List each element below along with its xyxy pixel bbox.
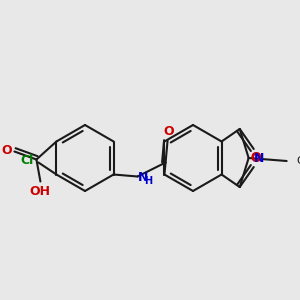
Text: N: N xyxy=(137,171,148,184)
Text: O: O xyxy=(250,152,261,164)
Text: H: H xyxy=(145,176,153,187)
Text: O: O xyxy=(250,152,261,164)
Text: O: O xyxy=(1,144,12,157)
Text: O: O xyxy=(163,125,174,138)
Text: N: N xyxy=(254,152,264,164)
Text: Cl: Cl xyxy=(21,154,34,167)
Text: OH: OH xyxy=(29,185,50,198)
Text: CH₃: CH₃ xyxy=(297,156,300,166)
